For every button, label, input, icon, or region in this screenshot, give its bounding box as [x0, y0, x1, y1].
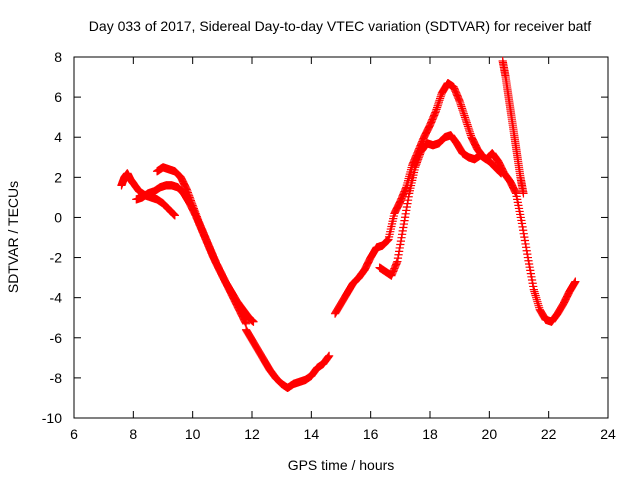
x-tick-label: 10 [185, 426, 201, 442]
y-tick-label: -2 [50, 250, 63, 266]
x-axis-label: GPS time / hours [288, 457, 395, 473]
data-point [325, 351, 334, 360]
plot-frame [73, 56, 609, 419]
x-tick-label: 18 [422, 426, 438, 442]
x-tick-label: 16 [363, 426, 379, 442]
y-axis-label: SDTVAR / TECUs [5, 181, 21, 293]
data-point [519, 189, 528, 198]
chart-title: Day 033 of 2017, Sidereal Day-to-day VTE… [89, 18, 592, 34]
data-point [249, 317, 258, 326]
x-tick-label: 20 [482, 426, 498, 442]
y-tick-label: 0 [54, 209, 62, 225]
axis-ticks [73, 56, 609, 419]
x-tick-label: 14 [304, 426, 320, 442]
x-tick-label: 22 [541, 426, 557, 442]
data-markers [117, 56, 580, 393]
x-tick-label: 24 [600, 426, 616, 442]
series-arc-6 [375, 131, 580, 326]
x-tick-label: 12 [244, 426, 260, 442]
series-arc-4 [241, 325, 334, 393]
series-arc-5 [330, 78, 506, 318]
y-tick-label: 8 [54, 49, 62, 65]
y-tick-label: -8 [50, 370, 63, 386]
x-tick-label: 8 [129, 426, 137, 442]
y-tick-label: -10 [42, 410, 62, 426]
series-arc-3 [152, 163, 251, 328]
y-tick-label: 4 [54, 129, 62, 145]
y-tick-label: 2 [54, 169, 62, 185]
y-tick-label: -6 [50, 330, 63, 346]
data-point [571, 277, 580, 286]
y-tick-label: 6 [54, 89, 62, 105]
y-tick-label: -4 [50, 290, 63, 306]
data-point [170, 211, 179, 220]
series-arc-7 [498, 56, 528, 198]
x-tick-label: 6 [70, 426, 78, 442]
